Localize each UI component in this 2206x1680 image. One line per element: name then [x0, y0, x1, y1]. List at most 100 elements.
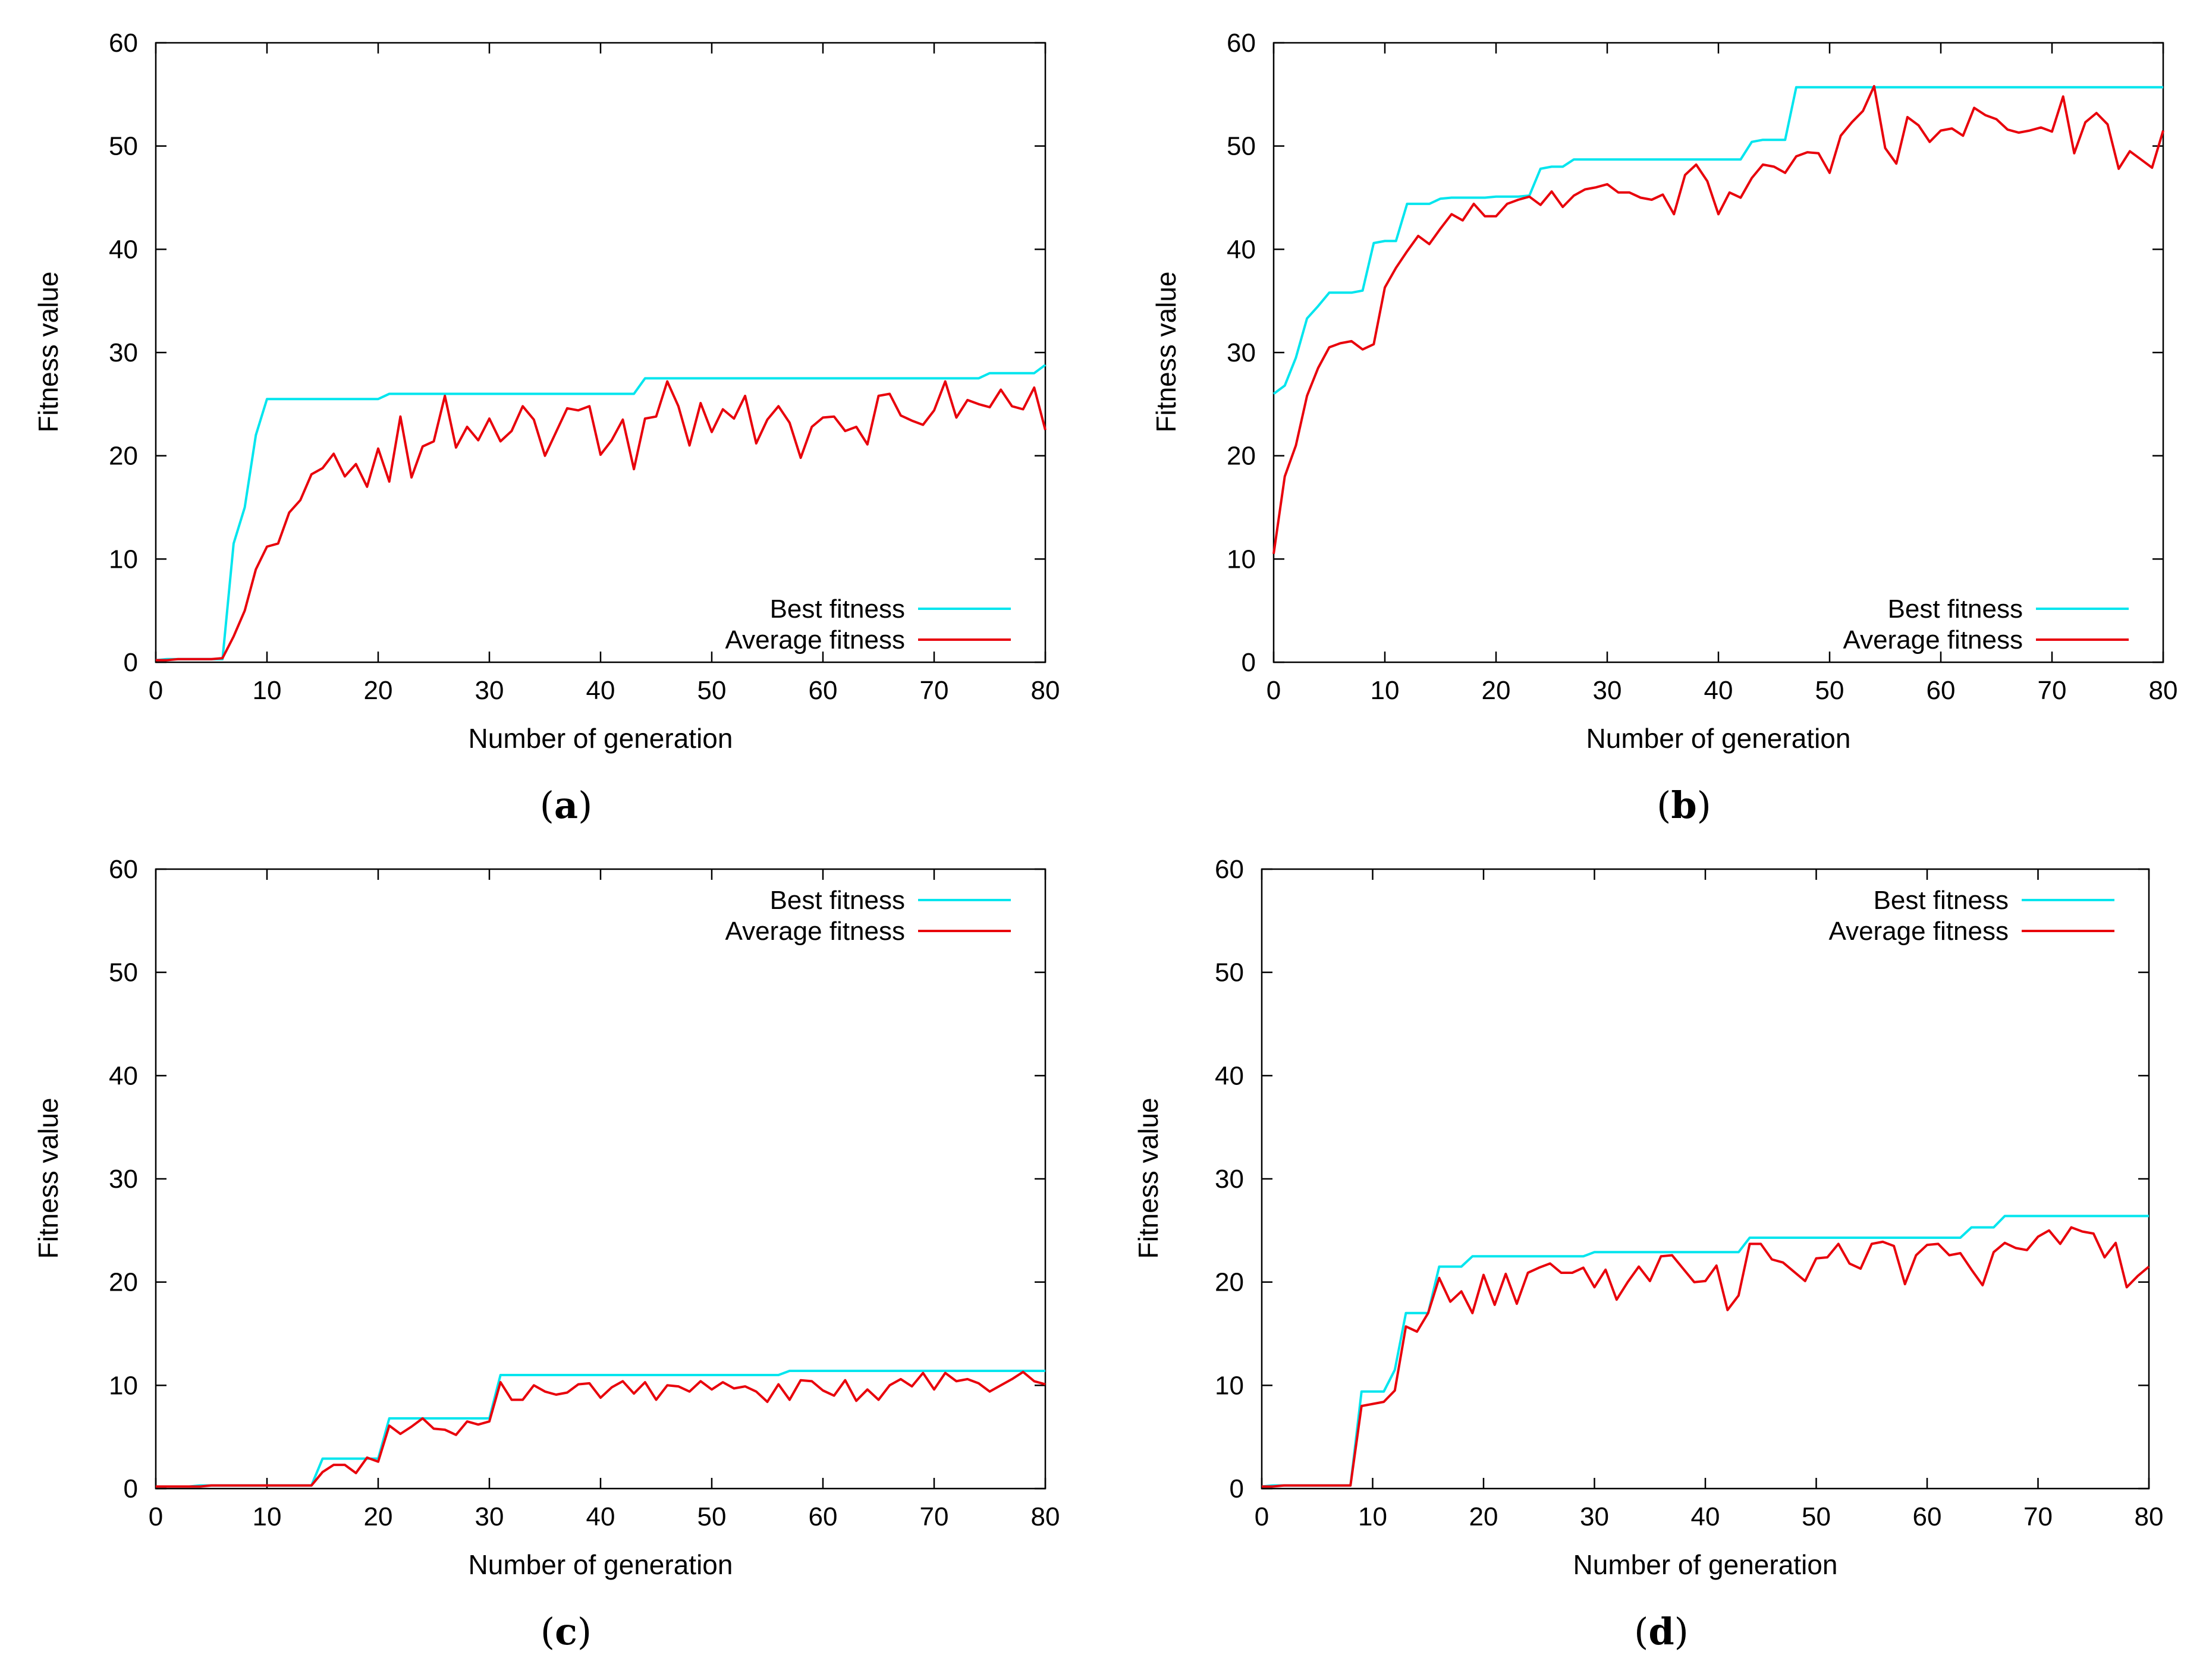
legend-label-average-fitness: Average fitness [1843, 625, 2023, 655]
y-tick-label: 0 [124, 648, 138, 677]
y-tick-label: 30 [109, 1165, 138, 1194]
legend-label-average-fitness: Average fitness [725, 917, 905, 946]
caption-letter: b [1671, 784, 1696, 827]
x-tick-label: 20 [364, 676, 393, 705]
x-tick-label: 30 [475, 1502, 504, 1531]
y-tick-label: 30 [1215, 1165, 1244, 1194]
y-axis-label: Fitness value [33, 271, 64, 432]
y-tick-label: 30 [109, 338, 138, 367]
x-tick-label: 60 [809, 1502, 838, 1531]
y-tick-label: 50 [1215, 958, 1244, 987]
chart-panel-d: 0 10 20 30 40 50 60 70 80 0 10 20 30 40 50 60 Best fitn… [1133, 855, 2163, 1653]
y-tick-label: 60 [1215, 855, 1244, 884]
x-tick-label: 0 [149, 676, 163, 705]
legend-label-average-fitness: Average fitness [1829, 917, 2009, 946]
series-line-best-fitness [155, 364, 1047, 662]
series-line-average-fitness [156, 380, 1047, 662]
y-tick-label: 10 [109, 545, 138, 574]
y-tick-label: 20 [109, 442, 138, 471]
y-tick-label: 0 [124, 1474, 138, 1503]
x-tick-label: 20 [1482, 676, 1511, 705]
series-line-best-fitness [1261, 1215, 2149, 1488]
y-tick-label: 60 [109, 29, 138, 58]
y-tick-label: 20 [1227, 442, 1256, 471]
y-tick-label: 60 [109, 855, 138, 884]
y-tick-label: 40 [1227, 235, 1256, 264]
chart-panel-a: 0 10 20 30 40 50 60 70 80 0 10 20 30 40 50 60 Best fitn… [33, 29, 1060, 827]
legend-label-best-fitness: Best fitness [770, 886, 905, 915]
caption-letter: c [555, 1610, 577, 1653]
caption-paren-close: ) [578, 784, 592, 827]
y-tick-label: 10 [1215, 1371, 1244, 1400]
y-axis-label: Fitness value [33, 1097, 64, 1259]
y-tick-label: 0 [1242, 648, 1256, 677]
x-tick-label: 40 [586, 676, 615, 705]
x-tick-label: 10 [253, 1502, 282, 1531]
y-tick-label: 10 [1227, 545, 1256, 574]
y-axis-label: Fitness value [1133, 1097, 1164, 1259]
y-axis-label: Fitness value [1151, 271, 1181, 432]
legend-label-best-fitness: Best fitness [1888, 594, 2023, 624]
x-tick-label: 10 [1358, 1502, 1387, 1531]
x-tick-label: 70 [920, 1502, 949, 1531]
legend-label-average-fitness: Average fitness [725, 625, 905, 655]
x-tick-label: 50 [697, 1502, 727, 1531]
x-tick-label: 20 [1469, 1502, 1498, 1531]
panel-caption-c: (c) [540, 1610, 592, 1653]
y-tick-label: 40 [109, 1061, 138, 1090]
x-tick-label: 0 [1255, 1502, 1269, 1531]
x-tick-label: 40 [1691, 1502, 1720, 1531]
x-tick-label: 80 [1031, 1502, 1060, 1531]
y-tick-label: 50 [109, 132, 138, 161]
legend-label-best-fitness: Best fitness [1874, 886, 2009, 915]
x-tick-label: 30 [1580, 1502, 1609, 1531]
x-tick-label: 50 [697, 676, 727, 705]
x-axis-label: Number of generation [1586, 723, 1851, 754]
x-axis-label: Number of generation [1573, 1549, 1838, 1580]
y-tick-label: 10 [109, 1371, 138, 1400]
x-tick-label: 10 [1371, 676, 1400, 705]
caption-paren-open: ( [1634, 1610, 1648, 1653]
caption-letter: d [1648, 1610, 1674, 1653]
series-line-average-fitness [1262, 1226, 2150, 1488]
chart-panel-b: 0 10 20 30 40 50 60 70 80 0 10 20 30 40 50 60 Best fitn… [1151, 29, 2177, 827]
caption-letter: a [554, 784, 578, 827]
y-tick-label: 50 [109, 958, 138, 987]
panel-caption-d: (d) [1634, 1610, 1689, 1653]
x-tick-label: 20 [364, 1502, 393, 1531]
x-tick-label: 0 [149, 1502, 163, 1531]
caption-paren-close: ) [1697, 784, 1711, 827]
caption-paren-open: ( [540, 784, 554, 827]
x-tick-label: 30 [1593, 676, 1622, 705]
axis-ticks: 0 10 20 30 40 50 60 70 80 0 10 20 30 40 50 60 [1227, 29, 2177, 705]
x-tick-label: 40 [586, 1502, 615, 1531]
x-tick-label: 70 [2023, 1502, 2053, 1531]
caption-paren-open: ( [1657, 784, 1671, 827]
axis-ticks: 0 10 20 30 40 50 60 70 80 0 10 20 30 40 50 60 [109, 29, 1060, 705]
caption-paren-open: ( [540, 1610, 555, 1653]
x-tick-label: 0 [1267, 676, 1281, 705]
panel-caption-a: (a) [540, 784, 593, 827]
x-tick-label: 70 [2038, 676, 2067, 705]
caption-paren-close: ) [577, 1610, 592, 1653]
x-axis-label: Number of generation [469, 723, 733, 754]
x-tick-label: 80 [2135, 1502, 2164, 1531]
x-tick-label: 50 [1815, 676, 1844, 705]
x-tick-label: 10 [253, 676, 282, 705]
axis-ticks: 0 10 20 30 40 50 60 70 80 0 10 20 30 40 50 60 [1215, 855, 2163, 1531]
series-lines [1261, 1215, 2150, 1488]
series-lines [1272, 84, 2164, 554]
x-tick-label: 60 [809, 676, 838, 705]
x-tick-label: 60 [1913, 1502, 1942, 1531]
series-line-average-fitness [1272, 84, 2164, 554]
y-tick-label: 40 [109, 235, 138, 264]
x-tick-label: 50 [1802, 1502, 1831, 1531]
panel-caption-b: (b) [1657, 784, 1711, 827]
y-tick-label: 20 [109, 1268, 138, 1297]
y-tick-label: 20 [1215, 1268, 1244, 1297]
x-tick-label: 30 [475, 676, 504, 705]
x-tick-label: 80 [2149, 676, 2178, 705]
